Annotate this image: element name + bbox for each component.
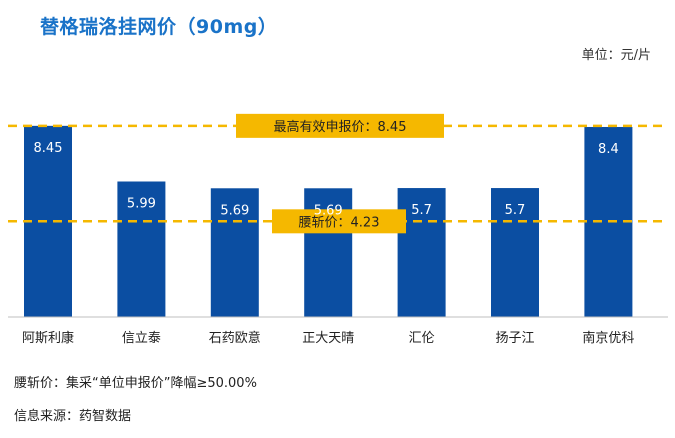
bar-value-label: 8.4 [598,142,619,157]
footnote-halved-price: 腰斩价：集采“单位申报价”降幅≥50.00% [14,376,257,391]
data-source: 信息来源：药智数据 [14,409,132,424]
bar-value-label: 5.69 [314,203,343,218]
category-label: 信立泰 [122,331,161,346]
reference-callout-label: 最高有效申报价：8.45 [274,119,407,135]
unit-label: 单位：元/片 [581,48,651,63]
bar-value-label: 5.99 [127,196,156,211]
chart-title: 替格瑞洛挂网价（90mg） [40,16,278,38]
category-label: 扬子江 [495,331,534,346]
bar-信立泰 [117,181,166,317]
category-label: 正大天晴 [302,331,354,346]
bar-扬子江 [491,188,539,317]
bar-value-label: 5.7 [505,203,526,218]
category-label: 石药欧意 [209,330,261,346]
bar-阿斯利康 [24,125,72,317]
bar-value-label: 8.45 [34,141,63,156]
bar-石药欧意 [210,188,259,317]
reference-callout-box [236,113,444,138]
bar-value-label: 5.7 [411,203,432,218]
reference-callout-box [272,209,406,234]
bar-value-label: 5.69 [220,203,249,218]
reference-callout-label: 腰斩价：4.23 [299,215,380,230]
category-label: 汇伦 [409,331,435,346]
category-label: 阿斯利康 [22,330,74,346]
category-label: 南京优科 [582,330,634,346]
